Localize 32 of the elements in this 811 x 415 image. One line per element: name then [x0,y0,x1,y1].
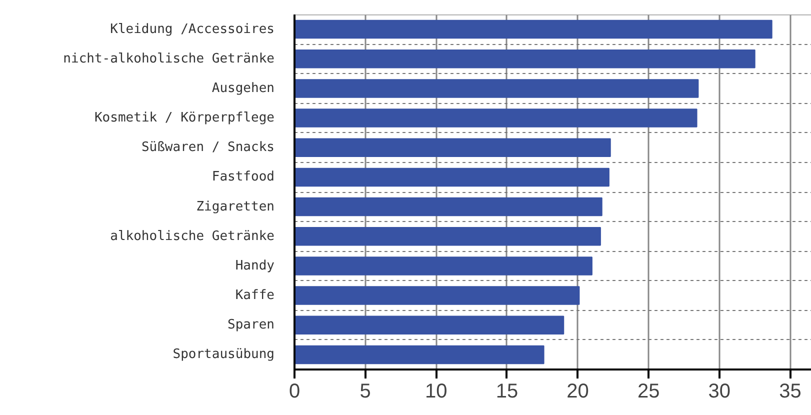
y-tick-label: Fastfood [212,170,275,185]
y-tick-label: Sparen [228,318,275,333]
bar [294,50,756,68]
bar [294,79,699,98]
x-tick-label: 0 [288,380,300,402]
bar [294,168,610,187]
x-tick-label: 25 [637,380,660,402]
x-tick-label: 30 [708,380,731,402]
x-tick-label: 35 [779,380,802,402]
bar [294,227,601,246]
bar [294,256,592,276]
y-tick-label: Kleidung /Accessoires [110,22,275,37]
bar [294,286,580,305]
bar [294,138,611,157]
x-tick-label: 10 [425,380,448,402]
y-tick-label: alkoholische Getränke [110,228,275,244]
bar [294,197,602,216]
y-tick-label: nicht-alkoholische Getränke [63,51,275,66]
y-tick-label: Süßwaren / Snacks [141,140,275,156]
x-tick-label: 20 [566,380,589,402]
x-tick-label: 15 [496,380,518,402]
bar [294,20,772,39]
y-tick-label: Ausgehen [212,80,275,96]
bar [294,108,698,128]
y-tick-label: Sportausübung [172,347,275,362]
x-tick-label: 5 [360,380,371,402]
y-tick-label: Zigaretten [196,199,275,214]
y-tick-label: Kaffe [235,288,275,304]
y-tick-label: Handy [235,258,275,274]
bar [294,316,564,334]
y-tick-label: Kosmetik / Körperpflege [94,110,275,126]
bar [294,345,544,364]
